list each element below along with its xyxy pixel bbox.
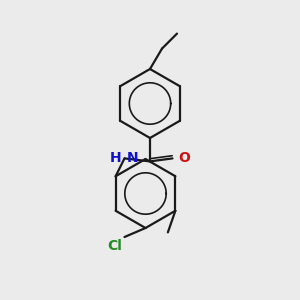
Text: O: O — [178, 151, 190, 164]
Text: N: N — [126, 151, 138, 164]
Text: Cl: Cl — [107, 238, 122, 253]
Text: H: H — [110, 151, 122, 164]
